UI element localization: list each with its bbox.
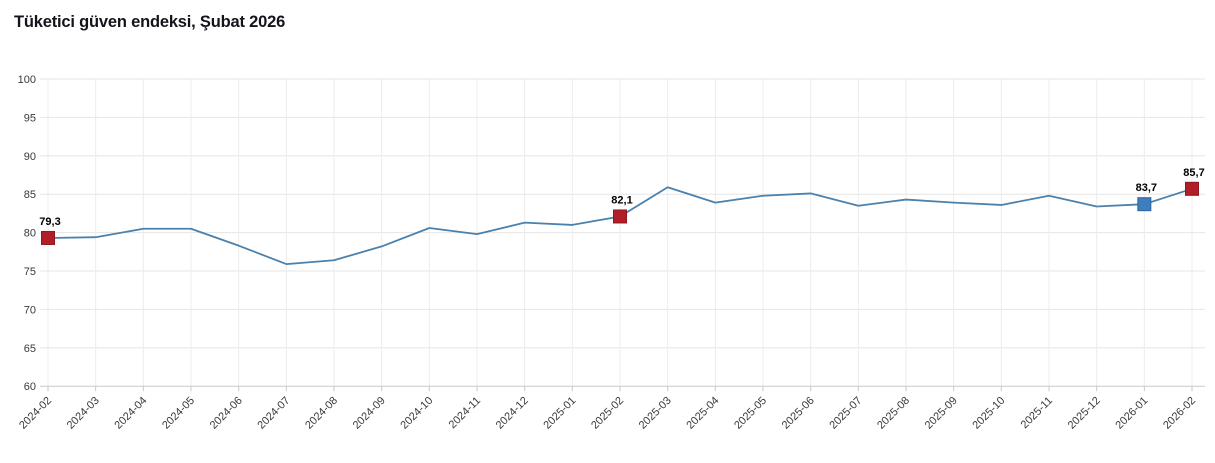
data-point-marker[interactable] — [41, 230, 55, 245]
data-point-label: 83,7 — [1136, 182, 1157, 194]
y-axis-label: 70 — [24, 304, 36, 316]
x-axis-label: 2025-01 — [541, 395, 578, 432]
x-axis-label: 2026-01 — [1113, 395, 1150, 432]
x-axis-label: 2025-07 — [827, 395, 864, 432]
x-axis-label: 2024-06 — [208, 395, 245, 432]
data-point-label: 82,1 — [611, 194, 632, 206]
x-axis-label: 2025-10 — [970, 395, 1007, 432]
x-axis-label: 2024-05 — [160, 395, 197, 432]
y-axis-label: 95 — [24, 112, 36, 124]
y-axis-label: 85 — [24, 189, 36, 201]
x-axis-label: 2025-06 — [780, 395, 817, 432]
x-axis-label: 2024-03 — [65, 395, 102, 432]
data-point-marker[interactable] — [1185, 181, 1199, 196]
x-axis-label: 2025-05 — [732, 395, 769, 432]
x-axis-label: 2025-09 — [923, 395, 960, 432]
chart-title: Tüketici güven endeksi, Şubat 2026 — [14, 13, 286, 31]
x-axis-label: 2025-11 — [1019, 395, 1055, 431]
x-axis-label: 2025-03 — [637, 395, 674, 432]
x-axis-label: 2024-12 — [494, 395, 531, 432]
x-axis-label: 2024-10 — [398, 395, 435, 432]
data-point-label: 85,7 — [1183, 167, 1204, 179]
x-axis-label: 2024-02 — [17, 395, 54, 432]
y-axis-label: 100 — [18, 74, 36, 86]
x-axis-label: 2025-04 — [684, 395, 721, 432]
x-axis-label: 2024-07 — [255, 395, 292, 432]
x-axis-label: 2025-02 — [589, 395, 626, 432]
x-axis-label: 2024-04 — [112, 395, 149, 432]
y-axis-label: 60 — [24, 381, 36, 393]
data-point-marker[interactable] — [1137, 197, 1152, 212]
data-point-label: 79,3 — [39, 216, 60, 228]
x-axis-label: 2025-08 — [875, 395, 912, 432]
x-axis-label: 2024-11 — [447, 395, 483, 431]
x-axis-label: 2024-08 — [303, 395, 340, 432]
data-point-marker[interactable] — [613, 209, 627, 224]
x-axis-label: 2024-09 — [351, 395, 388, 432]
y-axis-label: 75 — [24, 266, 36, 278]
y-axis-label: 90 — [24, 151, 36, 163]
y-axis-label: 65 — [24, 343, 36, 355]
x-axis-label: 2026-02 — [1161, 395, 1198, 432]
x-axis-label: 2025-12 — [1066, 395, 1103, 432]
y-axis-label: 80 — [24, 228, 36, 240]
